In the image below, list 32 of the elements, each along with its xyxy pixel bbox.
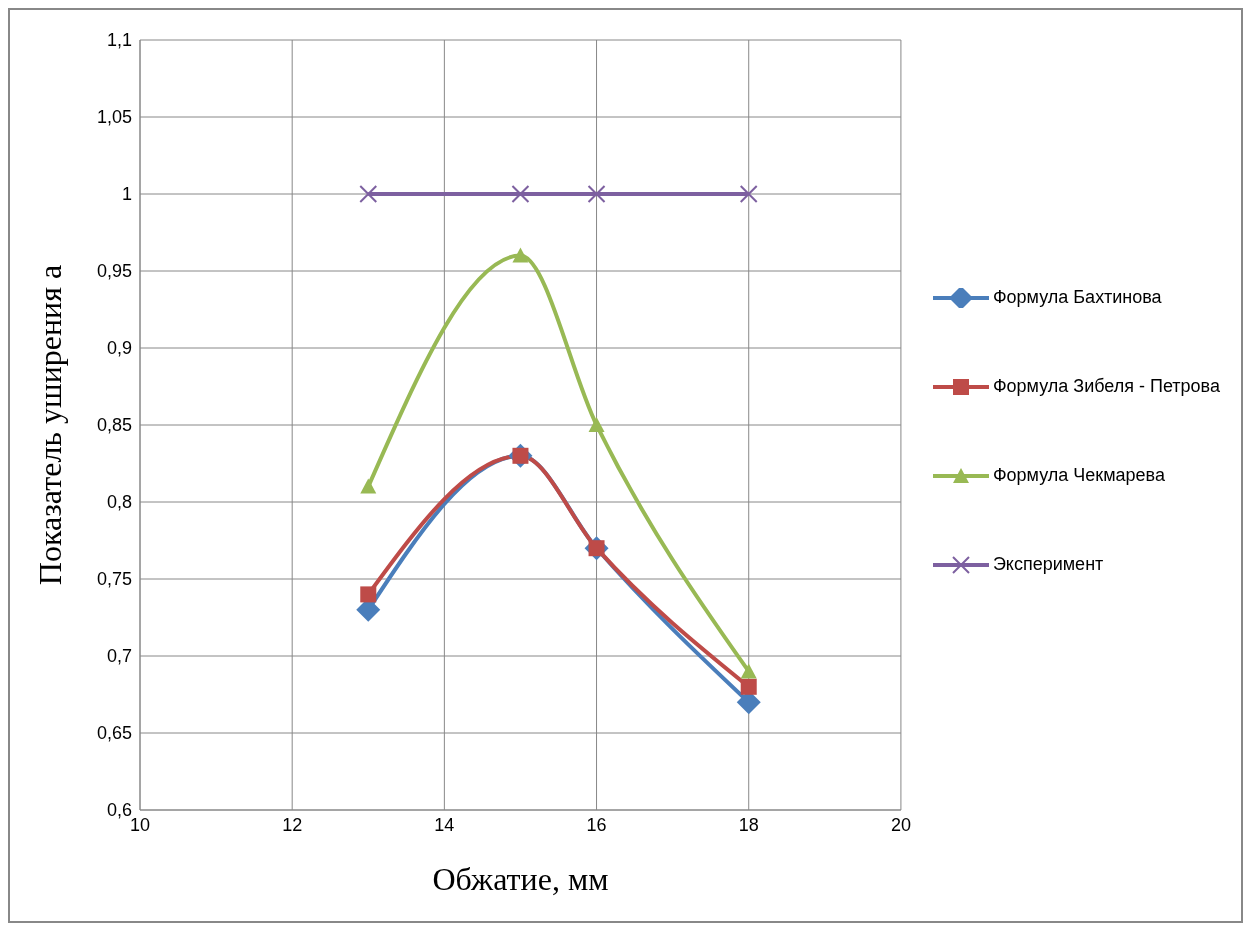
point	[511, 185, 530, 203]
x-tick-label: 14	[434, 814, 455, 835]
point	[739, 185, 758, 203]
y-tick-label: 1,1	[106, 30, 132, 51]
point	[588, 417, 605, 432]
y-tick-label: 0,7	[106, 646, 132, 667]
point	[740, 678, 757, 695]
point	[587, 185, 606, 203]
x-axis-title: Обжатие, мм	[432, 861, 609, 897]
y-axis-title: Показатель уширения a	[32, 264, 69, 586]
point	[359, 185, 378, 203]
y-tick-label: 1,05	[96, 107, 132, 128]
y-tick-label: 0,95	[96, 261, 132, 282]
y-tick-label: 0,85	[96, 415, 132, 436]
legend-label: Эксперимент	[992, 554, 1104, 575]
y-tick-label: 1	[121, 184, 132, 205]
x-tick-label: 12	[282, 814, 303, 835]
x-tick-label: 18	[738, 814, 759, 835]
y-tick-label: 0,75	[96, 569, 132, 590]
point	[740, 663, 757, 679]
y-tick-label: 0,9	[106, 338, 132, 359]
x-tick-label: 20	[890, 814, 911, 835]
point	[360, 586, 377, 603]
y-tick-label: 0,6	[106, 800, 132, 821]
point	[360, 478, 377, 494]
y-tick-label: 0,8	[106, 492, 132, 513]
legend-label: Формула Бахтинова	[992, 287, 1162, 308]
legend-label: Формула Чекмарева	[992, 465, 1165, 486]
x-tick-label: 16	[586, 814, 607, 835]
y-tick-label: 0,65	[96, 723, 132, 744]
point	[512, 247, 529, 263]
legend-label: Формула Зибеля - Петрова	[992, 376, 1220, 397]
